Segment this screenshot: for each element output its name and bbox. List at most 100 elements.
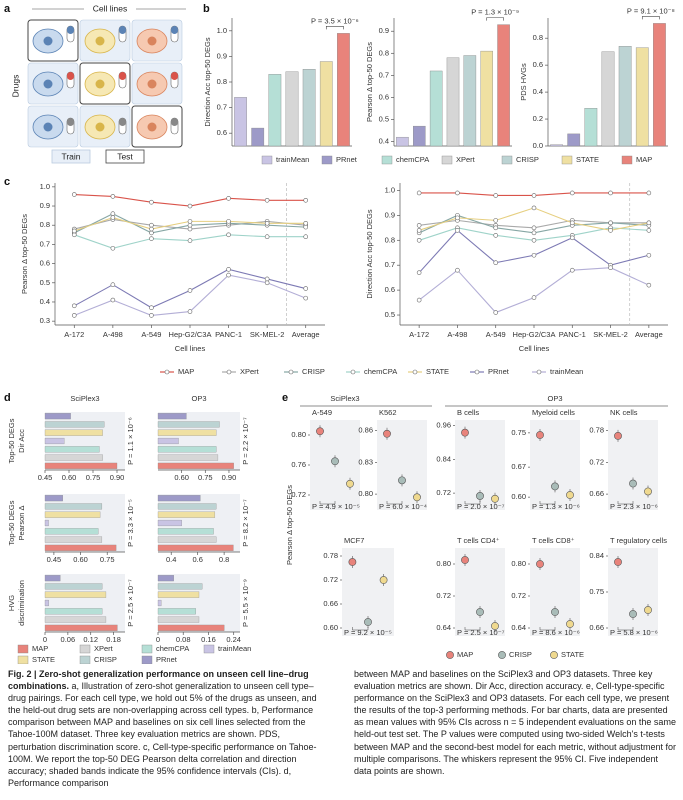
y-tick-label: 0.8 bbox=[217, 77, 227, 86]
x-tick-label: PANC-1 bbox=[559, 330, 586, 339]
plot-background bbox=[158, 574, 240, 632]
point bbox=[536, 560, 544, 568]
point bbox=[646, 228, 652, 233]
legend-label: STATE bbox=[426, 367, 449, 376]
point bbox=[110, 211, 116, 217]
legend-marker bbox=[226, 369, 232, 375]
nucleus bbox=[95, 36, 105, 46]
bar bbox=[157, 616, 200, 623]
bar bbox=[44, 624, 118, 631]
legend-label: chemCPA bbox=[396, 155, 429, 164]
y-tick-label: 0.6 bbox=[379, 92, 389, 101]
x-tick-label: SK-MEL-2 bbox=[250, 330, 285, 339]
bar bbox=[157, 536, 217, 543]
point bbox=[226, 219, 231, 224]
point bbox=[569, 190, 575, 196]
bar bbox=[157, 583, 203, 590]
x-tick-label: 0 bbox=[156, 635, 160, 644]
point bbox=[110, 297, 116, 303]
bar bbox=[429, 70, 443, 147]
point bbox=[303, 220, 309, 226]
legend-label: XPert bbox=[456, 155, 476, 164]
point bbox=[646, 252, 652, 258]
point bbox=[629, 479, 637, 488]
p-value: P = 2.5 × 10⁻⁷ bbox=[457, 628, 505, 637]
point bbox=[226, 267, 231, 272]
nucleus bbox=[147, 122, 157, 132]
y-tick-label: 0.72 bbox=[291, 490, 306, 499]
bar bbox=[157, 608, 196, 615]
point bbox=[646, 220, 652, 226]
legend-box bbox=[51, 149, 91, 164]
plot-background bbox=[45, 494, 125, 552]
legend-swatch bbox=[381, 155, 393, 165]
y-tick-label: 0.6 bbox=[385, 285, 395, 294]
x-tick-label: 0.45 bbox=[38, 473, 53, 482]
legend-swatch bbox=[321, 155, 333, 165]
point bbox=[531, 237, 537, 243]
x-tick-label: 0.75 bbox=[86, 473, 101, 482]
x-tick-label: A-498 bbox=[103, 330, 123, 339]
y-tick-label: 0.80 bbox=[511, 559, 526, 568]
bar bbox=[44, 429, 103, 436]
column-header: SciPlex3 bbox=[70, 394, 99, 403]
p-value: P = 5.5 × 10⁻⁹ bbox=[241, 579, 250, 627]
point bbox=[149, 305, 154, 311]
point bbox=[461, 428, 469, 437]
legend-marker bbox=[550, 651, 558, 659]
legend-swatch bbox=[141, 644, 153, 654]
bar bbox=[319, 61, 333, 147]
caption-text: between MAP and baselines on the SciPlex… bbox=[354, 669, 677, 776]
legend-label: STATE bbox=[561, 650, 584, 659]
point bbox=[493, 218, 499, 223]
x-tick-label: PANC-1 bbox=[215, 330, 242, 339]
x-tick-label: 0.6 bbox=[192, 555, 202, 564]
y-tick-label: 0.66 bbox=[323, 599, 338, 608]
point bbox=[303, 197, 309, 203]
bar bbox=[157, 421, 220, 428]
p-value: P = 2.2 × 10⁻⁷ bbox=[241, 417, 250, 465]
y-tick-label: 0.9 bbox=[40, 201, 50, 210]
point bbox=[303, 234, 309, 240]
point bbox=[379, 576, 388, 584]
bar bbox=[157, 413, 187, 420]
bar bbox=[251, 127, 265, 147]
bar bbox=[44, 503, 103, 510]
x-tick-label: A-498 bbox=[447, 330, 467, 339]
legend-label: trainMean bbox=[550, 367, 583, 376]
row-label: Dir Acc bbox=[17, 429, 26, 453]
bar bbox=[157, 495, 201, 502]
bar bbox=[157, 519, 182, 527]
bar bbox=[44, 591, 107, 598]
bar bbox=[618, 46, 632, 147]
column-header: OP3 bbox=[191, 394, 206, 403]
point bbox=[71, 192, 77, 197]
significance-bracket bbox=[486, 17, 504, 21]
nucleus bbox=[147, 36, 157, 46]
legend-swatch bbox=[621, 155, 633, 165]
y-tick-label: 0.7 bbox=[40, 239, 50, 248]
bar bbox=[396, 136, 409, 147]
p-value: P = 9.2 × 10⁻⁵ bbox=[344, 628, 392, 637]
panel-label: a bbox=[4, 3, 11, 15]
y-tick-label: 0.5 bbox=[379, 115, 389, 124]
significance-bracket bbox=[539, 501, 556, 505]
point bbox=[455, 267, 460, 273]
x-tick-label: 0.16 bbox=[201, 635, 216, 644]
y-tick-label: 0.8 bbox=[379, 48, 389, 57]
bar bbox=[44, 544, 117, 551]
bar bbox=[157, 528, 214, 535]
point bbox=[416, 237, 422, 243]
legend-swatch bbox=[141, 655, 153, 664]
significance-bracket bbox=[319, 501, 336, 505]
bar bbox=[302, 68, 316, 147]
x-tick-label: A-172 bbox=[64, 330, 84, 339]
point bbox=[416, 223, 422, 228]
significance-bracket bbox=[352, 627, 369, 631]
y-tick-label: 0.66 bbox=[589, 489, 604, 498]
significance-bracket bbox=[617, 627, 634, 631]
point bbox=[303, 286, 309, 291]
point bbox=[476, 492, 484, 500]
y-tick-label: 0.84 bbox=[589, 551, 604, 560]
point bbox=[149, 236, 154, 241]
